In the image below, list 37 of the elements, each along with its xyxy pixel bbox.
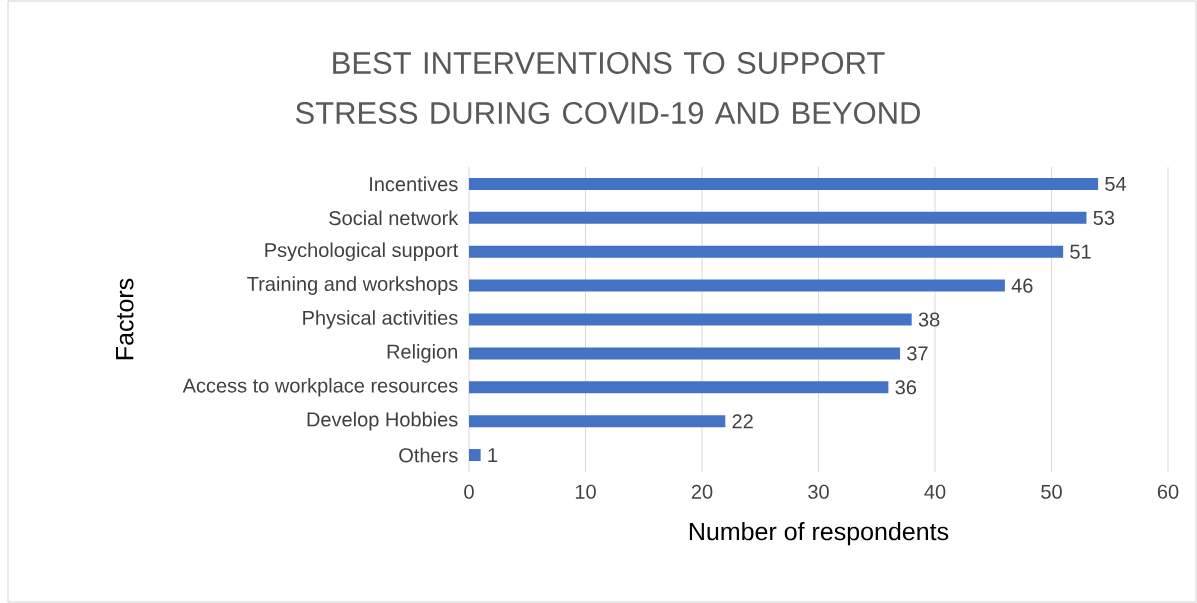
bar [469,347,901,360]
y-tick-label: Psychological support [265,242,459,262]
data-label: 46 [1011,278,1033,293]
y-axis-title: Factors [116,278,134,360]
y-tick-label: Training and workshops [247,276,458,295]
y-tick-label: Incentives [370,176,458,192]
x-axis-title: Number of respondents [689,521,949,546]
x-tick-label: 30 [808,484,829,499]
data-label: 22 [732,414,753,429]
y-tick-label: Physical activities [303,310,458,329]
data-label: 54 [1105,176,1127,191]
y-tick-label: Others [399,447,458,463]
y-tick-label: Religion [387,344,457,363]
data-label: 53 [1093,210,1115,225]
x-tick-label: 0 [464,484,474,499]
bar [469,211,1087,224]
data-label: 37 [907,346,928,361]
bar [469,245,1064,258]
data-label: 1 [488,448,498,462]
y-tick-label: Social network [329,210,459,226]
bar [469,177,1099,190]
x-tick-label: 40 [924,484,946,499]
x-tick-label: 10 [575,484,596,499]
bar [469,313,912,326]
y-tick-label: Access to workplace resources [182,377,458,397]
bar [469,415,726,428]
bar [469,449,481,462]
data-label: 36 [895,380,917,395]
bar [469,381,889,394]
x-tick-label: 20 [691,484,713,499]
bar [469,279,1005,292]
y-tick-label: Develop Hobbies [307,411,458,431]
data-label: 51 [1070,244,1091,259]
data-label: 38 [918,312,940,327]
x-tick-label: 60 [1157,484,1179,499]
x-tick-label: 50 [1041,484,1062,499]
chart-title: BEST INTERVENTIONS TO SUPPORT STRESS DURING COVID-19 AND BEYOND [295,52,920,124]
